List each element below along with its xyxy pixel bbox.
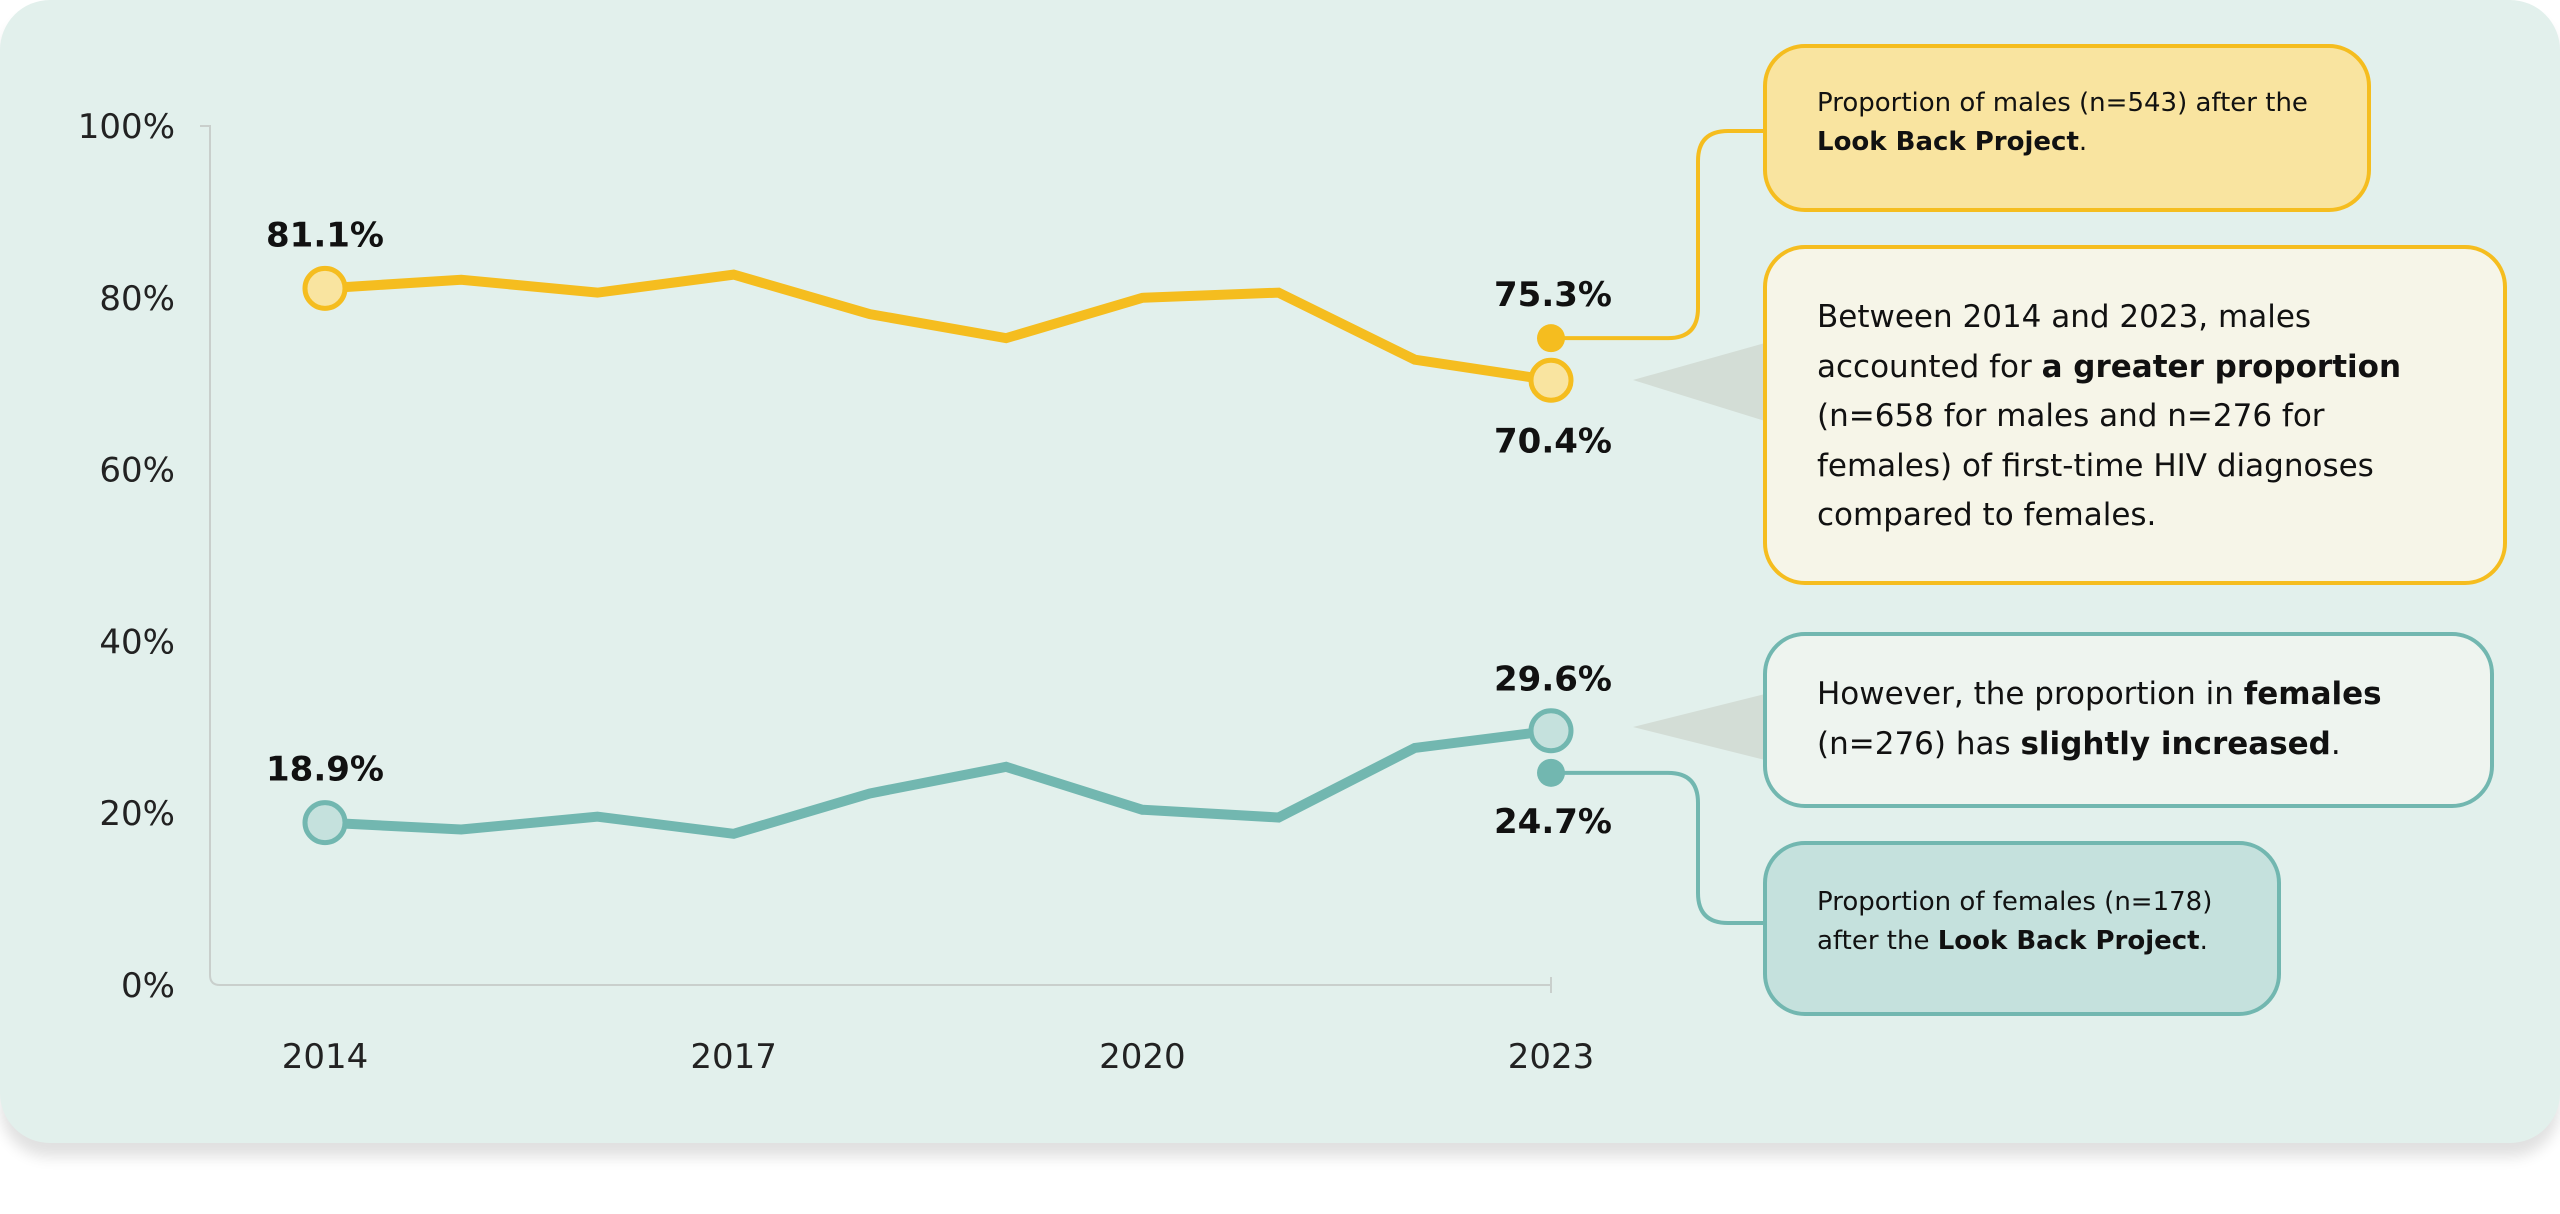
- line-males: [324, 269, 1552, 386]
- data-label-males-start: 81.1%: [266, 215, 384, 255]
- axis-lines: [200, 125, 1552, 993]
- callout-females-after-project: Proportion of females (n=178) after the …: [1763, 841, 2281, 1016]
- callout-males-after-project: Proportion of males (n=543) after the Lo…: [1763, 44, 2371, 212]
- connector-females: [1551, 770, 1765, 925]
- marker-females: [1528, 708, 1574, 754]
- y-tick-label: 60%: [99, 451, 175, 491]
- callout-females-summary: However, the proportion in females (n=27…: [1763, 632, 2494, 808]
- x-tick-label: 2023: [1508, 1037, 1595, 1077]
- x-tick-label: 2014: [282, 1037, 369, 1077]
- data-label-males-end: 70.4%: [1494, 421, 1612, 461]
- y-tick-label: 20%: [99, 794, 175, 834]
- marker-males: [1528, 357, 1574, 403]
- after-project-point-females: [1537, 758, 1565, 787]
- marker-males: [302, 265, 348, 311]
- pointer-males-summary: [1633, 343, 1765, 421]
- data-label-females-start: 18.9%: [266, 750, 384, 790]
- y-tick-label: 100%: [78, 107, 175, 147]
- y-tick-label: 0%: [121, 966, 175, 1006]
- y-tick-label: 40%: [99, 622, 175, 662]
- after-project-label-females: 24.7%: [1494, 802, 1612, 842]
- after-project-point-males: [1537, 324, 1565, 353]
- connector-males: [1551, 129, 1765, 341]
- x-tick-label: 2017: [690, 1037, 777, 1077]
- callout-males-summary: Between 2014 and 2023, males accounted f…: [1763, 245, 2507, 585]
- x-tick-label: 2020: [1099, 1037, 1186, 1077]
- pointer-females-summary: [1633, 694, 1765, 760]
- data-label-females-end: 29.6%: [1494, 660, 1612, 700]
- after-project-label-males: 75.3%: [1494, 275, 1612, 315]
- y-tick-label: 80%: [99, 279, 175, 319]
- line-females: [324, 725, 1552, 839]
- marker-females: [302, 800, 348, 846]
